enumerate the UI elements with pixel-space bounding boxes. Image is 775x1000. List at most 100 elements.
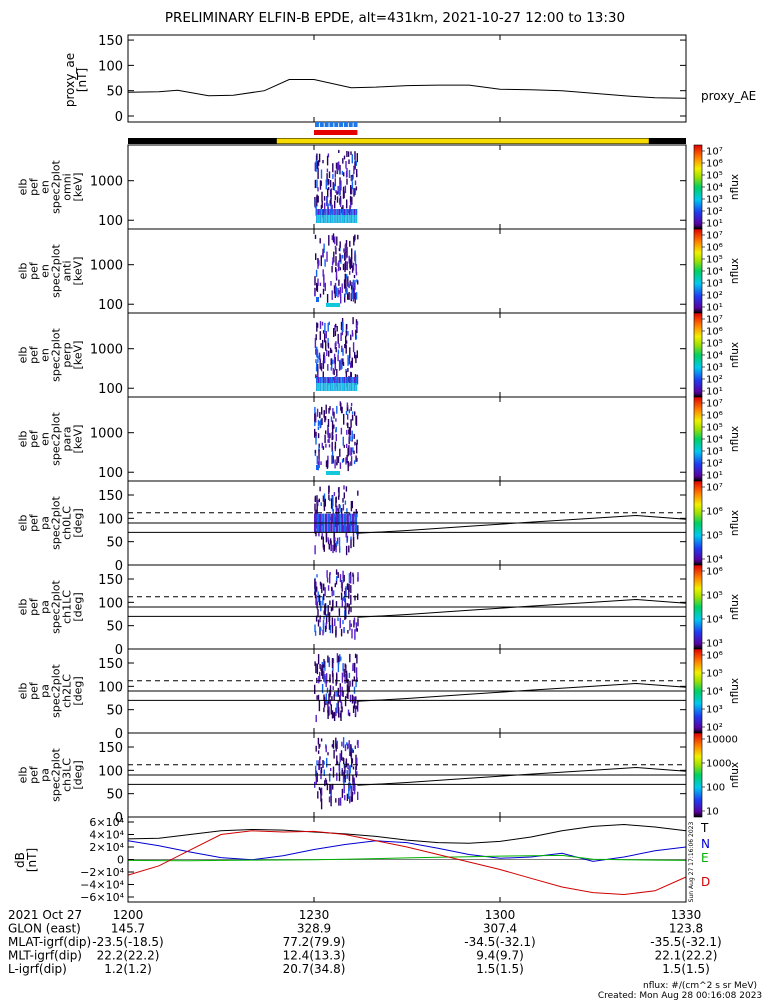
spectrogram-pixel (322, 536, 324, 548)
spectrogram-pixel (326, 215, 328, 223)
spectrogram-pixel (321, 406, 323, 415)
spectrogram-pixel (323, 616, 325, 620)
spectrogram-pixel (326, 201, 329, 207)
colorbar-tick-label: 10000 (706, 735, 738, 746)
bfield-series-N (127, 840, 687, 862)
spectrogram-pixel (329, 433, 331, 439)
bfield-ylabel-line: dB (13, 852, 27, 868)
spectrogram-pixel (340, 409, 343, 413)
energy-ylabel-3-line: para (61, 427, 74, 452)
spectrogram-pixel (329, 677, 331, 683)
spectrogram-pixel (348, 159, 350, 164)
spectrogram-pixel (355, 383, 358, 391)
spectrogram-pixel (328, 444, 331, 448)
footer-cell: -34.5(-32.1) (464, 935, 535, 949)
spectrogram-pixel (320, 798, 323, 810)
spectrogram-pixel (346, 770, 348, 778)
colorbar-tick-label: 10⁷ (706, 147, 723, 158)
colorbar-tick-label: 10³ (706, 195, 723, 206)
spectrogram-pixel (332, 740, 335, 749)
spectrogram-pixel (356, 757, 358, 766)
spectrogram-pixel (343, 444, 345, 448)
spectrogram-pixel (327, 752, 329, 756)
spectrogram-pixel (332, 408, 334, 416)
spectrogram-pixel (351, 265, 354, 273)
loss-cone-curve (357, 598, 687, 618)
colorbar-tick-label: 10² (706, 375, 723, 386)
spectrogram-pixel (349, 620, 351, 631)
spectrogram-pixel (346, 775, 348, 779)
spectrogram-pixel (314, 503, 316, 511)
spectrogram-pixel (335, 276, 338, 281)
spectrogram-pixel (332, 544, 334, 554)
spectrogram-pixel (354, 254, 357, 266)
spectrogram-pixel (334, 459, 336, 469)
energy-ylabel-0-line: [keV] (72, 173, 85, 202)
spectrogram-pixel (326, 377, 328, 383)
spectrogram-pixel (324, 780, 326, 787)
spectrogram-pixel (338, 657, 340, 663)
spectrogram-pixel (346, 274, 348, 279)
spectrogram-pixel (314, 450, 317, 454)
energy-ylabel-1-line: en (39, 264, 52, 278)
spectrogram-pixel (340, 332, 342, 341)
spectrogram-pixel (326, 471, 340, 475)
spectrogram-pixel (335, 268, 338, 279)
spectrogram-pixel (340, 427, 343, 435)
spectrogram-pixel (332, 508, 334, 514)
spectrogram-pixel (354, 708, 357, 716)
spectrogram-pixel (342, 254, 344, 259)
spectrogram-pixel (345, 670, 348, 682)
proxy-ae-ylabel-line: proxy_ae (63, 53, 77, 107)
spectrogram-pixel (348, 765, 351, 774)
spectrogram-pixel (357, 739, 359, 749)
pitch-ylabel-1-line: spec2plot (50, 580, 63, 634)
coverage-tick (334, 122, 339, 127)
coverage-tick (339, 122, 344, 127)
spectrogram-pixel (355, 774, 358, 778)
spectrogram-pixel (352, 537, 355, 547)
spectrogram-pixel (340, 293, 342, 304)
spectrogram-pixel (348, 445, 350, 456)
spectrogram-pixel (353, 209, 356, 215)
spectrogram-pixel (315, 155, 318, 166)
colorbar-tick-label: 10³ (706, 447, 723, 458)
spectrogram-pixel (344, 610, 346, 616)
spectrogram-pixel (314, 413, 316, 422)
spectrogram-pixel (319, 377, 321, 383)
spectrogram-pixel (340, 377, 342, 383)
spectrogram-pixel (351, 281, 353, 288)
spectrogram-pixel (321, 533, 323, 537)
colorbar-tick-label: 10⁵ (706, 669, 723, 680)
spectrogram-pixel (348, 610, 350, 615)
bfield-ytick-label: −2×10⁴ (80, 866, 124, 879)
spectrogram-pixel (342, 186, 345, 192)
spectrogram-pixel (316, 465, 319, 470)
spectrogram-pixel (318, 787, 321, 791)
spectrogram-pixel (347, 413, 349, 420)
spectrogram-pixel (334, 178, 336, 187)
spectrogram-pixel (355, 377, 358, 383)
spectrogram-pixel (325, 676, 327, 687)
spectrogram-pixel (315, 431, 317, 439)
spectrogram-pixel (336, 691, 338, 697)
proxy-ae-frame (127, 34, 687, 123)
spectrogram-pixel (350, 334, 352, 341)
spectrogram-pixel (317, 694, 320, 700)
pitch-spectrogram-3 (314, 737, 359, 810)
spectrogram-pixel (341, 209, 344, 215)
spectrogram-pixel (315, 253, 317, 260)
spectrogram-pixel (334, 236, 336, 245)
spectrogram-pixel (327, 655, 329, 663)
spectrogram-pixel (339, 198, 341, 205)
spectrogram-pixel (315, 415, 317, 423)
proxy-ae-ytick-label: 0 (115, 110, 123, 125)
footer-row-label: MLT-igrf(dip) (8, 949, 82, 963)
spectrogram-pixel (338, 149, 340, 153)
spectrogram-pixel (338, 343, 340, 349)
spectrogram-pixel (315, 334, 317, 341)
spectrogram-pixel (332, 173, 334, 179)
spectrogram-pixel (324, 416, 326, 423)
